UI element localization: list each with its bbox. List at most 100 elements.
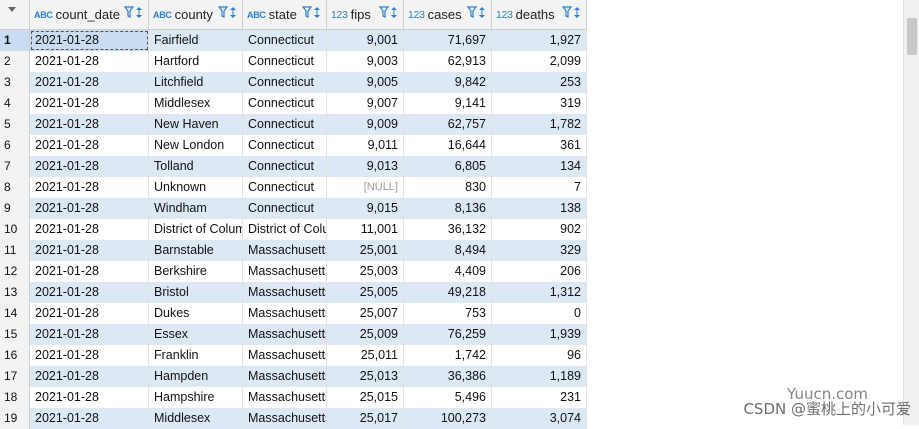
table-row[interactable]: 19 2021-01-28 Middlesex Massachusetts 25,017… [0,408,587,429]
cell-fips[interactable]: 9,007 [327,93,404,114]
cell-count-date[interactable]: 2021-01-28 [30,366,149,387]
cell-fips[interactable]: 25,017 [327,408,404,429]
row-number[interactable]: 17 [0,366,30,387]
cell-count-date[interactable]: 2021-01-28 [30,114,149,135]
cell-cases[interactable]: 8,136 [404,198,492,219]
row-number[interactable]: 13 [0,282,30,303]
table-row[interactable]: 13 2021-01-28 Bristol Massachusetts 25,005 49… [0,282,587,303]
table-row[interactable]: 14 2021-01-28 Dukes Massachusetts 25,007 753 0 [0,303,587,324]
filter-icon[interactable] [218,6,228,19]
cell-state[interactable]: Connecticut [243,198,327,219]
filter-icon[interactable] [467,6,477,19]
table-row[interactable]: 9 2021-01-28 Windham Connecticut 9,015 8,136 1… [0,198,587,219]
cell-deaths[interactable]: 2,099 [492,51,587,72]
cell-county[interactable]: Unknown [149,177,243,198]
row-number[interactable]: 4 [0,93,30,114]
row-number[interactable]: 14 [0,303,30,324]
cell-county[interactable]: Berkshire [149,261,243,282]
cell-state[interactable]: Massachusetts [243,282,327,303]
row-number[interactable]: 12 [0,261,30,282]
scrollbar-thumb[interactable] [907,18,917,55]
cell-state[interactable]: Massachusetts [243,366,327,387]
cell-cases[interactable]: 16,644 [404,135,492,156]
cell-cases[interactable]: 49,218 [404,282,492,303]
cell-county[interactable]: Hampshire [149,387,243,408]
cell-state[interactable]: Massachusetts [243,261,327,282]
table-row[interactable]: 3 2021-01-28 Litchfield Connecticut 9,005 9,8… [0,72,587,93]
cell-count-date[interactable]: 2021-01-28 [30,324,149,345]
table-row[interactable]: 17 2021-01-28 Hampden Massachusetts 25,013 36… [0,366,587,387]
cell-state[interactable]: Connecticut [243,51,327,72]
cell-count-date[interactable]: 2021-01-28 [30,30,149,51]
cell-county[interactable]: Windham [149,198,243,219]
cell-county[interactable]: Essex [149,324,243,345]
cell-deaths[interactable]: 329 [492,240,587,261]
column-header-count-date[interactable]: ABC count_date [30,0,149,29]
cell-fips[interactable]: 25,003 [327,261,404,282]
table-row[interactable]: 6 2021-01-28 New London Connecticut 9,011 16,… [0,135,587,156]
cell-county[interactable]: Franklin [149,345,243,366]
row-number[interactable]: 11 [0,240,30,261]
cell-fips[interactable]: 9,013 [327,156,404,177]
filter-icon[interactable] [302,6,312,19]
cell-cases[interactable]: 5,496 [404,387,492,408]
cell-count-date[interactable]: 2021-01-28 [30,177,149,198]
cell-count-date[interactable]: 2021-01-28 [30,303,149,324]
row-number[interactable]: 15 [0,324,30,345]
cell-deaths[interactable]: 902 [492,219,587,240]
cell-state[interactable]: District of Columbia [243,219,327,240]
table-row[interactable]: 11 2021-01-28 Barnstable Massachusetts 25,00… [0,240,587,261]
table-row[interactable]: 12 2021-01-28 Berkshire Massachusetts 25,003… [0,261,587,282]
cell-count-date[interactable]: 2021-01-28 [30,408,149,429]
cell-state[interactable]: Connecticut [243,93,327,114]
cell-cases[interactable]: 753 [404,303,492,324]
row-number[interactable]: 9 [0,198,30,219]
cell-count-date[interactable]: 2021-01-28 [30,72,149,93]
cell-fips[interactable]: 25,007 [327,303,404,324]
cell-fips[interactable]: 9,015 [327,198,404,219]
cell-cases[interactable]: 62,757 [404,114,492,135]
table-row[interactable]: 18 2021-01-28 Hampshire Massachusetts 25,015… [0,387,587,408]
cell-county[interactable]: Hampden [149,366,243,387]
cell-county[interactable]: New Haven [149,114,243,135]
cell-count-date[interactable]: 2021-01-28 [30,240,149,261]
cell-state[interactable]: Connecticut [243,156,327,177]
cell-county[interactable]: Dukes [149,303,243,324]
cell-count-date[interactable]: 2021-01-28 [30,261,149,282]
cell-state[interactable]: Connecticut [243,114,327,135]
table-row[interactable]: 2 2021-01-28 Hartford Connecticut 9,003 62,91… [0,51,587,72]
cell-deaths[interactable]: 134 [492,156,587,177]
cell-deaths[interactable]: 1,312 [492,282,587,303]
filter-icon[interactable] [124,6,134,19]
cell-cases[interactable]: 1,742 [404,345,492,366]
sort-icon[interactable] [573,6,581,19]
sort-icon[interactable] [390,6,398,19]
sort-icon[interactable] [478,6,486,19]
column-header-deaths[interactable]: 123 deaths [492,0,587,29]
cell-fips[interactable]: 9,003 [327,51,404,72]
column-header-state[interactable]: ABC state [243,0,327,29]
cell-deaths[interactable]: 1,939 [492,324,587,345]
filter-icon[interactable] [562,6,572,19]
cell-deaths[interactable]: 361 [492,135,587,156]
cell-deaths[interactable]: 319 [492,93,587,114]
select-all-corner[interactable] [0,0,30,29]
cell-deaths[interactable]: 253 [492,72,587,93]
cell-cases[interactable]: 4,409 [404,261,492,282]
cell-fips[interactable]: 25,009 [327,324,404,345]
cell-count-date[interactable]: 2021-01-28 [30,282,149,303]
sort-icon[interactable] [135,6,143,19]
table-row[interactable]: 16 2021-01-28 Franklin Massachusetts 25,011 1… [0,345,587,366]
cell-fips[interactable]: 11,001 [327,219,404,240]
cell-deaths[interactable]: 1,189 [492,366,587,387]
cell-county[interactable]: New London [149,135,243,156]
cell-fips[interactable]: 25,011 [327,345,404,366]
row-number[interactable]: 7 [0,156,30,177]
sort-icon[interactable] [229,6,237,19]
cell-count-date[interactable]: 2021-01-28 [30,345,149,366]
cell-state[interactable]: Massachusetts [243,324,327,345]
cell-fips[interactable]: 9,009 [327,114,404,135]
cell-cases[interactable]: 76,259 [404,324,492,345]
cell-county[interactable]: Middlesex [149,408,243,429]
cell-county[interactable]: District of Columbia [149,219,243,240]
